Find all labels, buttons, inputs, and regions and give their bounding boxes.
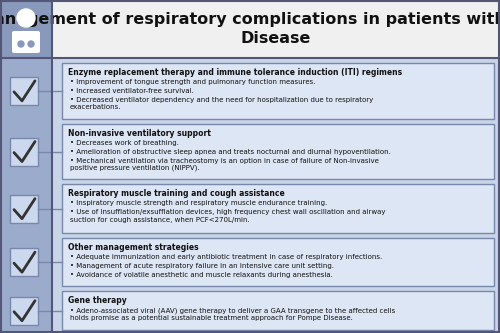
Text: • Inspiratory muscle strength and respiratory muscle endurance training.: • Inspiratory muscle strength and respir… <box>70 200 327 206</box>
Text: • Increased ventilator-free survival.: • Increased ventilator-free survival. <box>70 88 194 94</box>
Text: • Amelioration of obstructive sleep apnea and treats nocturnal and diurnal hypov: • Amelioration of obstructive sleep apne… <box>70 149 391 155</box>
Text: Gene therapy: Gene therapy <box>68 296 127 305</box>
Bar <box>62 63 494 119</box>
Text: • Mechanical ventilation via tracheostomy is an option in case of failure of Non: • Mechanical ventilation via tracheostom… <box>70 158 379 171</box>
Bar <box>62 291 494 330</box>
Bar <box>10 195 38 223</box>
Text: • Use of Insufflation/exsufflation devices, high frequency chest wall oscillatio: • Use of Insufflation/exsufflation devic… <box>70 209 386 223</box>
Text: Enzyme replacement therapy and immune tolerance induction (ITI) regimens: Enzyme replacement therapy and immune to… <box>68 68 402 77</box>
Text: Non-invasive ventilatory support: Non-invasive ventilatory support <box>68 129 211 138</box>
FancyBboxPatch shape <box>12 31 40 53</box>
Bar <box>0 58 52 333</box>
Text: • Adeno-associated viral (AAV) gene therapy to deliver a GAA transgene to the af: • Adeno-associated viral (AAV) gene ther… <box>70 307 395 321</box>
Text: • Avoidance of volatile anesthetic and muscle relaxants during anesthesia.: • Avoidance of volatile anesthetic and m… <box>70 272 333 278</box>
Text: Respiratory muscle training and cough assistance: Respiratory muscle training and cough as… <box>68 189 285 198</box>
Text: • Decreases work of breathing.: • Decreases work of breathing. <box>70 140 179 146</box>
Bar <box>10 248 38 276</box>
Bar <box>62 238 494 286</box>
Bar <box>10 297 38 325</box>
Bar <box>62 124 494 179</box>
Text: Management of respiratory complications in patients with Pompe
Disease: Management of respiratory complications … <box>0 12 500 46</box>
Text: Other management strategies: Other management strategies <box>68 243 198 252</box>
Circle shape <box>18 41 24 47</box>
Text: • Adequate immunization and early antibiotic treatment in case of respiratory in: • Adequate immunization and early antibi… <box>70 254 382 260</box>
Bar <box>10 77 38 105</box>
Bar <box>0 0 52 58</box>
Text: • Management of acute respiratory failure in an intensive care unit setting.: • Management of acute respiratory failur… <box>70 263 334 269</box>
Bar <box>0 0 500 58</box>
Bar <box>62 184 494 233</box>
Circle shape <box>17 9 35 27</box>
Circle shape <box>28 41 34 47</box>
Text: • Decreased ventilator dependency and the need for hospitalization due to respir: • Decreased ventilator dependency and th… <box>70 97 373 110</box>
Text: • Improvement of tongue strength and pulmonary function measures.: • Improvement of tongue strength and pul… <box>70 79 316 85</box>
Bar <box>10 138 38 166</box>
